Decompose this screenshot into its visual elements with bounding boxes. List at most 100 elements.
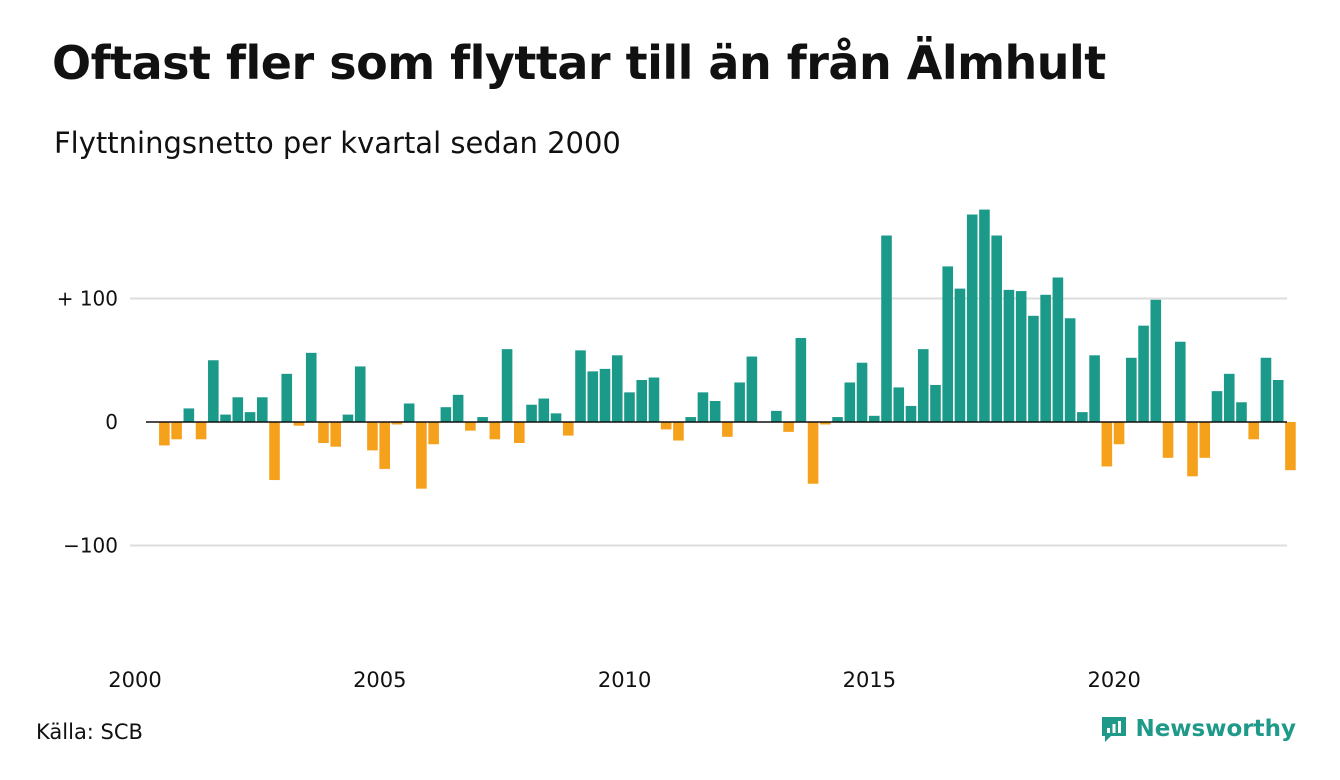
bar xyxy=(256,397,268,422)
bar xyxy=(660,422,672,430)
y-tick-label: + 100 xyxy=(57,287,118,311)
bar xyxy=(648,377,660,422)
bars xyxy=(159,209,1296,489)
bar xyxy=(477,417,488,422)
y-axis-labels: + 100 0 −100 xyxy=(57,287,118,558)
bar xyxy=(1260,357,1272,422)
bar xyxy=(868,415,880,422)
bar xyxy=(930,384,941,422)
x-tick-label: 2000 xyxy=(108,668,161,692)
bar xyxy=(232,397,244,422)
y-tick-label: −100 xyxy=(63,534,118,558)
bar xyxy=(795,338,807,422)
bar xyxy=(514,422,525,443)
bar xyxy=(954,288,966,422)
bar xyxy=(1138,325,1149,422)
bar xyxy=(1040,294,1051,422)
bar xyxy=(1089,355,1100,422)
bar xyxy=(685,417,696,422)
bar xyxy=(428,422,439,445)
bar xyxy=(183,408,195,423)
bar xyxy=(1003,289,1015,423)
bar xyxy=(526,404,537,422)
bar xyxy=(832,417,843,422)
bar xyxy=(489,422,501,440)
bar xyxy=(1199,422,1211,458)
bar xyxy=(379,422,390,469)
bar xyxy=(403,403,415,423)
bar xyxy=(1015,291,1027,422)
bar xyxy=(599,368,611,422)
bar xyxy=(465,422,476,431)
source-note: Källa: SCB xyxy=(36,720,143,744)
x-tick-label: 2015 xyxy=(843,668,896,692)
bar xyxy=(538,398,550,422)
bar xyxy=(159,422,170,446)
bar xyxy=(1150,299,1162,423)
bar xyxy=(1285,422,1296,471)
bar xyxy=(305,352,317,422)
bar xyxy=(220,414,231,422)
bar xyxy=(452,394,464,422)
bar xyxy=(807,422,819,484)
bar xyxy=(354,366,366,423)
newsworthy-logo-icon xyxy=(1102,717,1127,742)
bar xyxy=(195,422,207,440)
bar xyxy=(342,414,354,422)
bar xyxy=(856,362,868,422)
bar xyxy=(1052,277,1064,422)
bar xyxy=(624,392,635,422)
bar xyxy=(979,209,990,422)
bar xyxy=(1064,318,1076,422)
bar xyxy=(697,392,709,422)
x-axis-labels: 2000 2005 2010 2015 2020 xyxy=(108,668,1141,692)
bar xyxy=(416,422,427,489)
x-tick-label: 2010 xyxy=(598,668,651,692)
bar xyxy=(844,382,856,422)
chart-subtitle: Flyttningsnetto per kvartal sedan 2000 xyxy=(54,126,621,160)
y-tick-label: 0 xyxy=(105,410,118,434)
bar xyxy=(171,422,182,440)
bar xyxy=(550,413,562,423)
x-tick-label: 2005 xyxy=(353,668,406,692)
bar xyxy=(746,356,758,422)
bar xyxy=(575,350,586,422)
bar xyxy=(991,235,1002,422)
x-tick-label: 2020 xyxy=(1087,668,1140,692)
bar xyxy=(1077,412,1088,422)
bar xyxy=(391,422,403,425)
bar xyxy=(281,373,293,422)
bar xyxy=(771,410,782,422)
bar xyxy=(783,422,794,432)
bar xyxy=(367,422,378,451)
bar xyxy=(1028,315,1039,422)
bar xyxy=(905,405,917,422)
bar xyxy=(244,412,256,422)
bar xyxy=(1162,422,1174,458)
bar xyxy=(893,387,905,422)
bar xyxy=(293,422,305,426)
bar xyxy=(917,349,929,422)
bar xyxy=(330,422,342,447)
bar xyxy=(1101,422,1113,467)
bar xyxy=(562,422,574,436)
chart-title: Oftast fler som flyttar till än från Älm… xyxy=(52,36,1106,90)
brand-name: Newsworthy xyxy=(1135,716,1296,742)
bar xyxy=(208,360,219,422)
bar xyxy=(734,382,745,422)
bar xyxy=(1236,402,1247,422)
brand-logo: Newsworthy xyxy=(1099,714,1296,744)
bar xyxy=(318,422,329,443)
bar xyxy=(1174,341,1186,423)
bar xyxy=(942,266,954,422)
grid-lines xyxy=(130,297,1287,547)
bar xyxy=(1223,373,1235,422)
bar xyxy=(881,235,892,422)
bar xyxy=(269,422,280,481)
bar xyxy=(440,407,452,422)
bar xyxy=(1248,422,1260,440)
bar xyxy=(722,422,733,437)
bar xyxy=(1211,391,1223,423)
bar xyxy=(673,422,684,441)
